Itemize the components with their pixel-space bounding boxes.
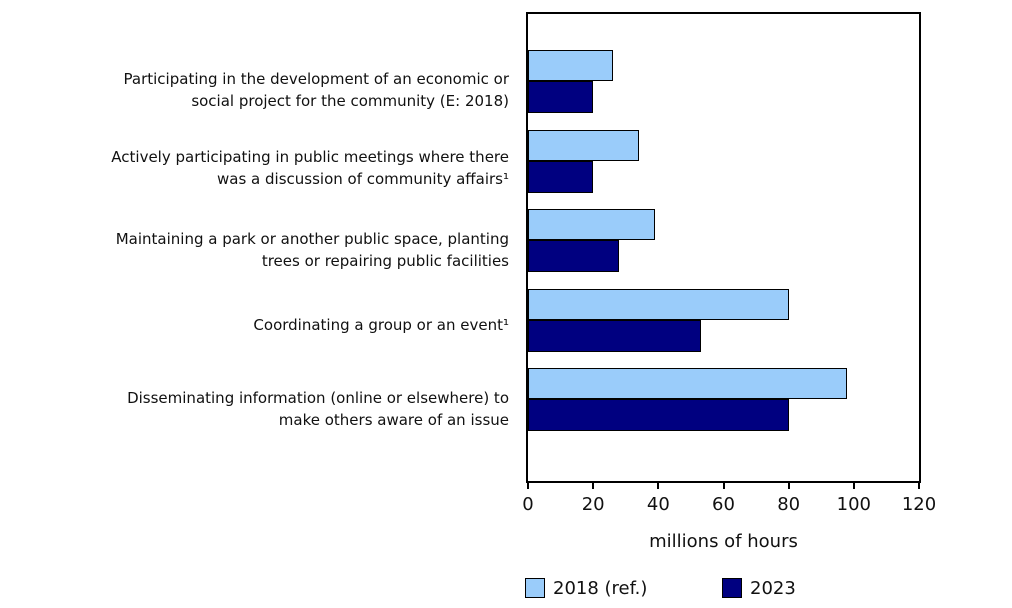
x-axis-tick [592, 483, 595, 489]
legend-label-2023: 2023 [750, 577, 796, 599]
legend-swatch-2023 [722, 578, 742, 598]
bar-2023 [528, 161, 594, 193]
bar-2023 [528, 240, 620, 272]
category-label: Maintaining a park or another public spa… [115, 230, 509, 270]
x-axis-tick [657, 483, 660, 489]
x-tick-label: 80 [777, 494, 801, 515]
x-tick-label: 40 [646, 494, 670, 515]
bar-2023 [528, 320, 701, 352]
bar-2023 [528, 81, 594, 113]
x-axis-title: millions of hours [649, 531, 798, 552]
bar-2018-ref [528, 368, 848, 399]
bar-2023 [528, 399, 789, 431]
x-tick-label: 120 [901, 494, 937, 515]
x-tick-label: 100 [836, 494, 871, 515]
category-label: Disseminating information (online or els… [127, 389, 509, 429]
bar-2018-ref [528, 50, 613, 81]
bar-2018-ref [528, 289, 789, 320]
bar-2018-ref [528, 209, 656, 240]
x-axis-tick [527, 483, 529, 489]
category-label: Coordinating a group or an event¹ [253, 316, 509, 334]
x-axis-tick [787, 483, 790, 489]
legend-swatch-2018-ref [525, 578, 545, 598]
x-tick-label: 0 [522, 494, 534, 515]
x-axis-tick [918, 483, 920, 489]
x-axis-tick [852, 483, 855, 489]
x-axis-tick [722, 483, 725, 489]
plot-area [526, 12, 921, 483]
legend-item-2018-ref: 2018 (ref.) [525, 577, 647, 599]
legend-label-2018-ref: 2018 (ref.) [553, 577, 648, 599]
category-label: Actively participating in public meeting… [111, 148, 509, 188]
bar-2018-ref [528, 130, 639, 161]
x-tick-label: 20 [581, 494, 605, 515]
category-label: Participating in the development of an e… [123, 70, 509, 110]
x-tick-label: 60 [712, 494, 735, 515]
legend-item-2023: 2023 [722, 577, 796, 599]
